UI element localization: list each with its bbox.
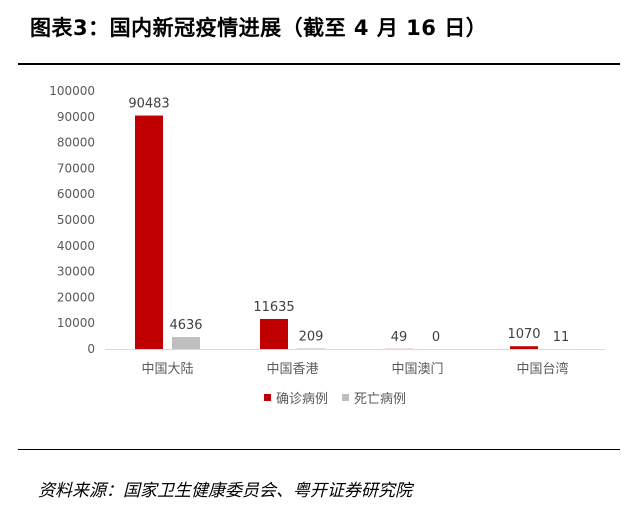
y-tick-label: 20000 <box>57 290 95 304</box>
chart-title: 图表3：国内新冠疫情进展（截至 4 月 16 日） <box>30 16 488 40</box>
legend-swatch-confirmed <box>264 394 271 401</box>
x-tick-label: 中国台湾 <box>516 361 568 377</box>
bar-confirmed <box>135 115 163 349</box>
y-tick-label: 0 <box>87 342 95 356</box>
legend-swatch-deaths <box>342 394 350 401</box>
x-tick-label: 中国香港 <box>266 362 318 377</box>
legend-item-deaths: 死亡病例 <box>342 388 406 407</box>
legend-label-deaths: 死亡病例 <box>354 392 407 407</box>
data-label-confirmed: 49 <box>391 330 408 345</box>
data-label-deaths: 209 <box>299 329 324 344</box>
y-tick-label: 40000 <box>57 239 95 253</box>
bottom-divider <box>18 449 620 450</box>
legend-item-confirmed: 确诊病例 <box>264 388 328 407</box>
y-tick-label: 60000 <box>57 187 95 201</box>
data-label-deaths: 11 <box>553 330 570 345</box>
y-tick-label: 70000 <box>57 161 95 175</box>
y-tick-label: 30000 <box>57 265 95 279</box>
bar-confirmed <box>510 346 538 349</box>
data-label-confirmed: 11635 <box>253 300 294 315</box>
x-tick-label: 中国澳门 <box>391 361 443 377</box>
y-tick-label: 10000 <box>57 316 95 330</box>
data-label-deaths: 0 <box>432 330 440 345</box>
bar-confirmed <box>260 318 288 349</box>
data-label-confirmed: 1070 <box>507 327 540 342</box>
data-label-confirmed: 90483 <box>128 97 169 112</box>
x-tick-label: 中国大陆 <box>141 361 193 377</box>
legend-label-confirmed: 确诊病例 <box>276 392 329 407</box>
y-tick-label: 50000 <box>57 213 95 227</box>
top-divider <box>18 63 620 65</box>
legend: 确诊病例 死亡病例 <box>264 388 420 407</box>
y-tick-label: 100000 <box>49 84 95 98</box>
bar-deaths <box>297 348 325 349</box>
y-tick-label: 80000 <box>57 136 95 150</box>
y-tick-label: 90000 <box>57 110 95 124</box>
source-note: 资料来源：国家卫生健康委员会、粤开证券研究院 <box>38 481 412 501</box>
data-label-deaths: 4636 <box>169 318 202 333</box>
bar-deaths <box>172 337 200 349</box>
